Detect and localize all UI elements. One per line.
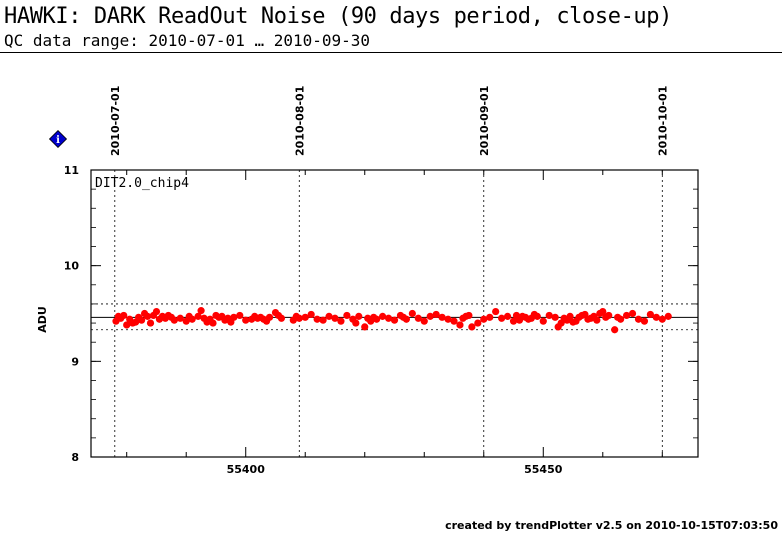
data-point: [539, 317, 547, 325]
info-icon[interactable]: i: [48, 129, 68, 149]
data-point: [355, 312, 363, 320]
panel-label: DIT2.0_chip4: [95, 176, 189, 191]
data-point: [331, 314, 339, 322]
data-point: [486, 313, 494, 321]
data-point: [652, 313, 660, 321]
data-point: [628, 309, 637, 318]
data-point: [361, 323, 369, 331]
y-tick-label: 10: [64, 260, 80, 273]
data-point: [658, 315, 666, 323]
data-point: [176, 314, 184, 322]
data-point: [456, 321, 464, 329]
data-point: [337, 317, 345, 325]
info-glyph: i: [56, 135, 60, 146]
data-point: [236, 311, 244, 320]
data-point: [352, 319, 360, 327]
data-point: [640, 317, 649, 325]
data-point: [492, 307, 500, 316]
data-point: [450, 317, 458, 325]
data-point: [533, 312, 541, 320]
data-point: [265, 313, 274, 321]
data-point: [209, 319, 217, 327]
data-point: [599, 307, 607, 316]
y-axis: 8 9 10 11: [64, 164, 698, 464]
y-tick-label: 8: [71, 451, 79, 464]
footer-credit: created by trendPlotter v2.5 on 2010-10-…: [445, 519, 778, 532]
data-point: [468, 323, 476, 331]
limit-lines: [91, 303, 698, 331]
data-point: [194, 312, 202, 320]
plot-frame: [90, 169, 699, 458]
data-point: [444, 315, 452, 323]
data-point: [465, 311, 473, 320]
data-point: [295, 314, 303, 322]
data-point: [605, 311, 613, 320]
page-title: HAWKI: DARK ReadOut Noise (90 days perio…: [4, 4, 672, 29]
date-label: 2010-09-01: [478, 86, 491, 156]
data-point: [307, 310, 315, 319]
data-point: [146, 319, 155, 327]
data-point: [593, 316, 601, 324]
data-point: [343, 311, 351, 320]
data-point: [551, 313, 559, 321]
data-point: [503, 312, 512, 320]
data-point: [152, 307, 161, 316]
data-point: [170, 316, 178, 324]
data-point: [408, 309, 416, 318]
y-tick-label: 9: [71, 355, 79, 368]
data-point: [301, 313, 309, 321]
y-tick-label: 11: [64, 164, 79, 177]
data-point: [242, 316, 250, 324]
data-point: [509, 317, 518, 325]
data-point: [611, 326, 619, 334]
data-point: [566, 312, 574, 320]
data-point: [319, 316, 327, 324]
info-diamond: [48, 129, 68, 149]
data-point: [426, 312, 434, 320]
data-point: [123, 321, 131, 329]
x-tick-label: 55450: [524, 463, 563, 476]
data-point: [622, 311, 631, 320]
data-point: [498, 314, 506, 322]
data-point: [390, 316, 399, 324]
date-labels: 2010-07-01 2010-08-01 2010-09-01 2010-10-01: [109, 86, 669, 156]
data-point: [373, 315, 381, 323]
data-point: [197, 307, 205, 315]
data-point: [480, 315, 488, 323]
x-axis: 55400 55450: [126, 170, 663, 476]
y-axis-label: ADU: [36, 306, 49, 333]
data-point: [438, 313, 446, 321]
date-label: 2010-07-01: [109, 86, 122, 156]
data-point: [137, 316, 146, 324]
data-point: [120, 311, 128, 320]
data-point: [420, 317, 428, 325]
data-point: [230, 313, 238, 321]
date-label: 2010-08-01: [293, 86, 306, 156]
data-point: [188, 315, 196, 323]
data-point: [143, 312, 152, 320]
date-label: 2010-10-01: [656, 86, 669, 156]
data-point: [277, 314, 286, 322]
data-point: [402, 315, 411, 323]
data-point: [634, 315, 643, 323]
data-point: [378, 312, 387, 320]
data-point: [325, 312, 333, 320]
data-point: [432, 310, 440, 319]
data-point: [474, 319, 482, 327]
data-range-subtitle: QC data range: 2010-07-01 … 2010-09-30: [4, 31, 371, 50]
data-point: [617, 315, 625, 323]
data-point: [545, 311, 553, 320]
header-divider: [0, 52, 782, 53]
x-tick-label: 55400: [227, 463, 266, 476]
data-point: [414, 314, 422, 322]
data-point: [664, 312, 672, 320]
data-point: [313, 315, 321, 323]
data-points: [112, 307, 672, 334]
data-point: [384, 314, 393, 322]
data-point: [646, 310, 654, 319]
